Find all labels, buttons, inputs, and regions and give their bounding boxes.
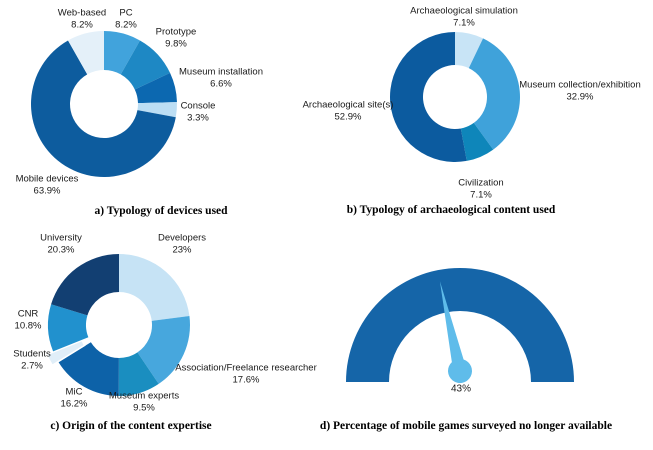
gauge-chart-availability (346, 267, 574, 384)
donut-slice-prototype (120, 40, 171, 90)
slice-label: Archaeological site(s) (302, 99, 394, 111)
slice-percent: 8.2% (71, 19, 93, 30)
donut-slice-archaeological-simulation (455, 32, 484, 69)
slice-label: Students (13, 348, 51, 360)
label-mic: MiC 16.2% (61, 387, 88, 410)
slice-label: Console (180, 100, 216, 112)
slice-label: Civilization (458, 177, 504, 189)
donut-slice-console (137, 102, 177, 118)
donut-slice-museum-experts (118, 352, 159, 396)
label-prototype: Prototype 9.8% (156, 27, 197, 50)
slice-percent: 52.9% (334, 111, 362, 122)
slice-label: MiC (65, 386, 83, 398)
donut-slice-museum-collection-exhibition (468, 38, 520, 150)
slice-percent: 2.7% (21, 360, 43, 371)
label-museum-collection: Museum collection/exhibition 32.9% (519, 80, 640, 103)
caption-a: a) Typology of devices used (94, 205, 228, 217)
slice-label: Developers (157, 232, 207, 244)
donut-slice-mobile-devices (31, 40, 176, 177)
donut-slice-civilization (460, 122, 494, 161)
slice-label: University (40, 232, 82, 244)
donut-slice-museum-installation (134, 72, 177, 104)
slice-percent: 17.6% (232, 374, 260, 385)
label-web-based: Web-based 8.2% (58, 8, 106, 31)
label-archaeological-simulation: Archaeological simulation 7.1% (410, 6, 518, 29)
slice-percent: 7.1% (470, 189, 492, 200)
slice-percent: 23% (172, 244, 192, 255)
label-museum-experts: Museum experts 9.5% (109, 391, 179, 414)
label-museum-installation: Museum installation 6.6% (179, 67, 263, 90)
slice-percent: 9.8% (165, 38, 187, 49)
slice-percent: 6.6% (210, 78, 232, 89)
slice-label: Prototype (155, 26, 197, 38)
donut-slice-archaeological-site-s (389, 32, 467, 163)
slice-label: Museum experts (108, 390, 180, 402)
label-archaeological-sites: Archaeological site(s) 52.9% (303, 100, 394, 123)
slice-label: PC (119, 7, 133, 19)
donut-slice-association-freelance-researcher (137, 315, 190, 384)
gauge-value-label: 43% (451, 383, 471, 395)
label-cnr: CNR 10.8% (15, 309, 42, 332)
label-pc: PC 8.2% (115, 8, 137, 31)
slice-percent: 9.5% (133, 402, 155, 413)
donut-chart-devices (31, 31, 177, 177)
slice-label: Association/Freelance researcher (175, 362, 317, 374)
donut-slice-developers (119, 254, 190, 321)
label-civilization: Civilization 7.1% (458, 178, 503, 201)
slice-percent: 3.3% (187, 112, 209, 123)
slice-percent: 16.2% (60, 398, 88, 409)
donut-slice-students (45, 339, 86, 367)
slice-label: Museum installation (179, 66, 263, 78)
label-console: Console 3.3% (181, 101, 216, 124)
label-association-freelance: Association/Freelance researcher 17.6% (175, 363, 317, 386)
slice-percent: 32.9% (566, 91, 594, 102)
slice-label: Archaeological simulation (410, 5, 518, 17)
caption-b: b) Typology of archaeological content us… (346, 204, 556, 216)
slice-label: CNR (17, 308, 39, 320)
label-students: Students 2.7% (13, 349, 51, 372)
label-developers: Developers 23% (158, 233, 206, 256)
donut-slice-cnr (47, 304, 89, 352)
donut-chart-content (389, 32, 520, 163)
donut-chart-expertise (45, 254, 190, 396)
slice-label: Mobile devices (15, 173, 79, 185)
gauge-needle (439, 281, 472, 384)
donut-slice-mic (58, 342, 119, 396)
slice-percent: 7.1% (453, 17, 475, 28)
slice-percent: 63.9% (33, 185, 61, 196)
slice-percent: 20.3% (47, 244, 75, 255)
caption-c: c) Origin of the content expertise (50, 420, 212, 432)
gauge-percent: 43% (450, 383, 472, 395)
slice-percent: 10.8% (14, 320, 42, 331)
label-university: University 20.3% (40, 233, 82, 256)
slice-percent: 8.2% (115, 19, 137, 30)
slice-label: Web-based (57, 7, 107, 19)
donut-slice-pc (104, 31, 140, 75)
label-mobile-devices: Mobile devices 63.9% (16, 174, 79, 197)
slice-label: Museum collection/exhibition (519, 79, 641, 91)
gauge-arc (346, 267, 574, 382)
donut-slice-web-based (68, 31, 104, 75)
donut-slice-university (51, 254, 119, 316)
caption-d: d) Percentage of mobile games surveyed n… (319, 420, 613, 432)
